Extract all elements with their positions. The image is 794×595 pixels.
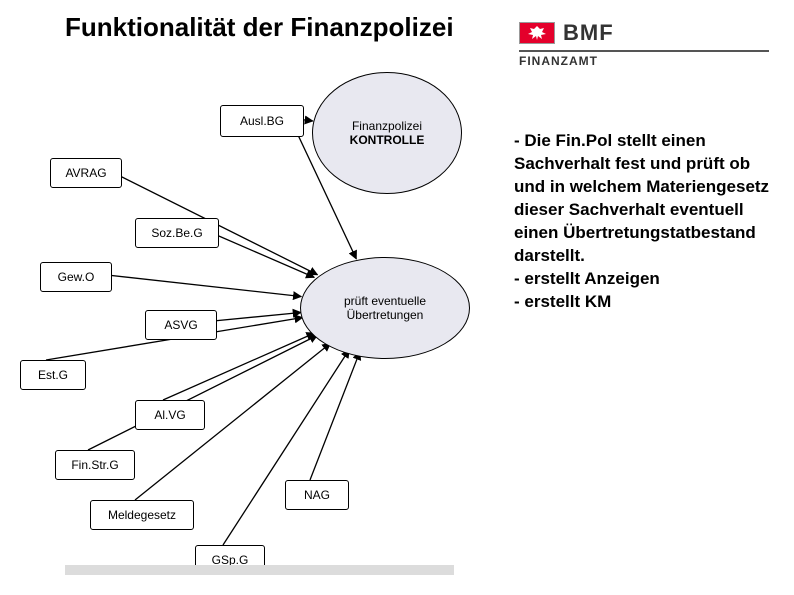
node-kontrolle: Finanzpolizei KONTROLLE: [312, 72, 462, 194]
law-asvg: ASVG: [145, 310, 217, 340]
austria-eagle-icon: [519, 22, 555, 44]
side-p1: - Die Fin.Pol stellt einen Sachverhalt f…: [514, 130, 774, 268]
pruefung-line1: prüft eventuelle: [344, 294, 426, 308]
pruefung-line2: Übertretungen: [344, 308, 426, 322]
logo-brand: BMF: [563, 20, 614, 46]
footer-bar: [65, 565, 454, 575]
law-auslbg: Ausl.BG: [220, 105, 304, 137]
side-description: - Die Fin.Pol stellt einen Sachverhalt f…: [514, 130, 774, 314]
node-pruefung: prüft eventuelle Übertretungen: [300, 257, 470, 359]
kontrolle-line2: KONTROLLE: [350, 133, 425, 147]
bmf-logo: BMF FINANZAMT: [519, 20, 769, 68]
law-nag: NAG: [285, 480, 349, 510]
law-meldeg: Meldegesetz: [90, 500, 194, 530]
law-gewo: Gew.O: [40, 262, 112, 292]
logo-subtitle: FINANZAMT: [519, 54, 769, 68]
side-p2: - erstellt Anzeigen: [514, 268, 774, 291]
law-estg: Est.G: [20, 360, 86, 390]
law-avrag: AVRAG: [50, 158, 122, 188]
law-sozbeg: Soz.Be.G: [135, 218, 219, 248]
law-alvg: Al.VG: [135, 400, 205, 430]
side-p3: - erstellt KM: [514, 291, 774, 314]
law-finstrg: Fin.Str.G: [55, 450, 135, 480]
page-title: Funktionalität der Finanzpolizei: [65, 12, 454, 43]
kontrolle-line1: Finanzpolizei: [350, 119, 425, 133]
